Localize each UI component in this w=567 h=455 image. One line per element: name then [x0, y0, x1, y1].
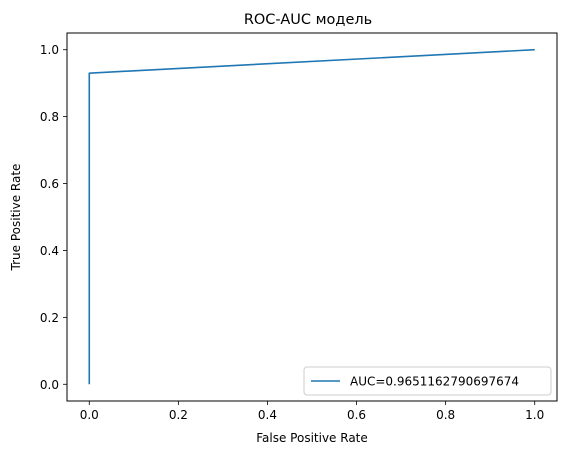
roc-curve	[88, 48, 535, 385]
x-tick-label: 0.0	[80, 408, 99, 422]
x-tick-label: 0.4	[258, 408, 277, 422]
y-tick-label: 0.6	[40, 177, 59, 191]
y-axis-label: True Positive Rate	[9, 164, 23, 272]
x-axis: 0.0 0.2 0.4 0.6 0.8 1.0	[80, 401, 544, 422]
y-tick-label: 0.8	[40, 110, 59, 124]
x-tick-label: 1.0	[525, 408, 544, 422]
plot-area	[88, 48, 535, 385]
x-tick-label: 0.6	[347, 408, 366, 422]
x-axis-label: False Positive Rate	[256, 431, 368, 445]
legend: AUC=0.9651162790697674	[303, 366, 552, 396]
y-tick-label: 1.0	[40, 43, 59, 57]
x-tick-label: 0.8	[436, 408, 455, 422]
y-tick-label: 0.2	[40, 311, 59, 325]
legend-box	[303, 366, 552, 396]
axes-frame	[66, 32, 558, 402]
y-tick-label: 0.4	[40, 244, 59, 258]
legend-label: AUC=0.9651162790697674	[350, 375, 519, 389]
y-tick-label: 0.0	[40, 378, 59, 392]
chart-title: ROC-AUC модель	[244, 12, 372, 28]
y-axis: 0.0 0.2 0.4 0.6 0.8 1.0	[40, 43, 67, 392]
x-tick-label: 0.2	[169, 408, 188, 422]
